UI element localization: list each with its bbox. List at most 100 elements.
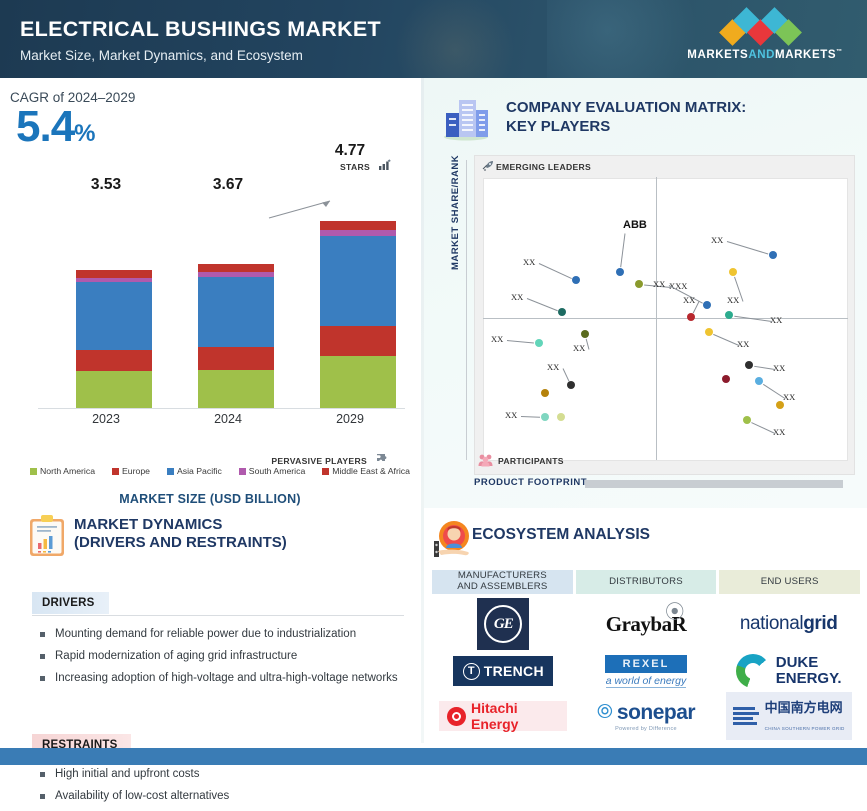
duke-energy-line1: DUKE xyxy=(775,654,819,672)
growth-arrow-icon xyxy=(268,200,331,219)
bar-segment-europe xyxy=(320,325,396,357)
driver-bullet: Rapid modernization of aging grid infras… xyxy=(40,649,410,665)
logo-cell-graybar: ⦿ GraybaR xyxy=(575,598,718,650)
matrix-datapoint xyxy=(743,416,751,424)
rocket-icon xyxy=(482,161,493,171)
tab-end-users-label: END USERS xyxy=(760,575,819,587)
matrix-label-masked: XX xyxy=(783,392,796,402)
matrix-label-masked: XX xyxy=(727,295,740,305)
matrix-leader-line xyxy=(520,416,541,418)
matrix-datapoint xyxy=(616,268,624,276)
legend-swatch-icon xyxy=(238,467,246,475)
x-axis-label-2024: 2024 xyxy=(214,412,242,426)
logo-word-and: AND xyxy=(748,49,776,61)
hitachi-energy-logo: Hitachi Energy xyxy=(439,700,568,732)
rexel-tagline: a world of energy xyxy=(605,674,687,688)
bar-2029 xyxy=(320,220,396,408)
graybar-logo: ⦿ GraybaR xyxy=(606,602,687,637)
market-dynamics-title: MARKET DYNAMICS (DRIVERS AND RESTRAINTS) xyxy=(74,516,287,553)
x-axis-label-2029: 2029 xyxy=(336,412,364,426)
duke-energy-logo-text: DUKE ENERGY. xyxy=(776,655,842,686)
bar-segment-europe xyxy=(198,347,274,370)
header-decoration-secondary xyxy=(395,0,515,78)
legend-item-europe: Europe xyxy=(111,466,150,476)
hitachi-energy-logo-text: Hitachi Energy xyxy=(471,700,519,732)
bar-segment-asia-pacific xyxy=(198,276,274,348)
matrix-frame xyxy=(474,155,855,475)
bar-segment-north-america xyxy=(320,356,396,408)
rexel-logo: REXEL a world of energy xyxy=(604,654,688,688)
matrix-leader-line xyxy=(620,233,626,268)
bar-segment-north-america xyxy=(198,369,274,408)
matrix-horizontal-divider xyxy=(483,318,848,319)
matrix-leader-line xyxy=(506,340,535,344)
logo-word-markets-2: MARKETS xyxy=(775,49,837,61)
matrix-y-axis-line xyxy=(466,160,467,460)
legend-label: South America xyxy=(248,466,306,476)
header-decoration xyxy=(547,0,697,78)
matrix-title-line1: COMPANY EVALUATION MATRIX: xyxy=(506,99,747,116)
bar-value-2023: 3.53 xyxy=(90,176,122,193)
tab-distributors[interactable]: DISTRIBUTORS xyxy=(575,570,717,594)
matrix-y-axis-label: MARKET SHARE/RANK xyxy=(450,154,461,270)
matrix-leader-line xyxy=(751,422,776,434)
matrix-label-masked: XXX xyxy=(669,281,688,291)
ge-logo-text: GE xyxy=(493,615,514,632)
tab-end-users[interactable]: END USERS xyxy=(719,570,861,594)
restraint-bullet: Availability of low-cost alternatives xyxy=(40,789,410,805)
matrix-leader-line xyxy=(753,365,776,370)
left-panel: CAGR of 2024–2029 5.4% 3.53 3.67 4.77 20… xyxy=(0,78,420,802)
driver-bullet: Mounting demand for reliable power due t… xyxy=(40,627,410,643)
legend-swatch-icon xyxy=(30,467,37,475)
matrix-label-masked: XX xyxy=(511,292,524,302)
matrix-datapoint xyxy=(535,339,543,347)
people-group-icon xyxy=(478,454,493,467)
legend-item-north-america: North America xyxy=(30,466,95,476)
legend-item-south-america: South America xyxy=(238,466,306,476)
logo-cell-hitachi-energy: Hitachi Energy xyxy=(432,692,575,740)
matrix-datapoint xyxy=(705,328,713,336)
csg-logo-text-en: CHINA SOUTHERN POWER GRID xyxy=(764,726,845,731)
matrix-datapoint xyxy=(769,251,777,259)
tab-manufacturers-line1: MANUFACTURERS xyxy=(457,570,547,582)
legend-swatch-icon xyxy=(322,467,330,475)
x-axis-label-2023: 2023 xyxy=(92,412,120,426)
matrix-datapoint xyxy=(729,268,737,276)
bar-segment-middle-east-africa xyxy=(320,220,396,230)
csg-logo: 中国南方电网 CHINA SOUTHERN POWER GRID xyxy=(725,692,852,740)
panel-divider xyxy=(421,78,424,743)
sonepar-swirl-icon: ⦾ xyxy=(596,701,613,723)
restraints-list: High initial and upfront costs Availabili… xyxy=(40,767,410,811)
legend-item-asia-pacific: Asia Pacific xyxy=(166,466,222,476)
csg-logo-text-cn: 中国南方电网 xyxy=(764,700,843,715)
trench-mark-icon: T xyxy=(462,662,480,680)
matrix-label-masked: XX xyxy=(547,362,560,372)
tab-manufacturers-and-assemblers[interactable]: MANUFACTURERS AND ASSEMBLERS xyxy=(432,570,573,594)
bar-value-2024: 3.67 xyxy=(212,176,244,193)
duke-energy-line2: ENERGY. xyxy=(775,670,842,687)
matrix-label-abb: ABB xyxy=(623,219,647,231)
bar-segment-south-america xyxy=(76,277,152,283)
matrix-label-masked: XX xyxy=(770,315,783,325)
matrix-datapoint xyxy=(557,413,565,421)
bar-chart-star-icon xyxy=(379,159,391,170)
matrix-datapoint xyxy=(722,375,730,383)
national-grid-text-part2: grid xyxy=(803,613,838,634)
matrix-label-masked: XX xyxy=(773,363,786,373)
logo-trademark: ™ xyxy=(836,49,843,56)
national-grid-text-part1: national xyxy=(739,613,804,634)
chart-legend: North America Europe Asia Pacific South Ame… xyxy=(30,466,410,476)
matrix-title-line2: KEY PLAYERS xyxy=(506,117,611,135)
matrix-datapoint xyxy=(567,381,575,389)
drivers-section-label: DRIVERS xyxy=(32,592,109,614)
drivers-list: Mounting demand for reliable power due t… xyxy=(40,627,410,693)
marketsandmarkets-logo: MARKETSANDMARKETS™ xyxy=(685,7,845,68)
matrix-leader-line xyxy=(733,315,773,322)
matrix-label-masked: XX xyxy=(711,235,724,245)
matrix-label-masked: XX xyxy=(683,295,696,305)
matrix-datapoint xyxy=(635,280,643,288)
matrix-leader-line xyxy=(585,339,590,350)
building-icon xyxy=(444,100,488,141)
matrix-label-masked: XX xyxy=(505,410,518,420)
restraint-bullet: High initial and upfront costs xyxy=(40,767,410,783)
